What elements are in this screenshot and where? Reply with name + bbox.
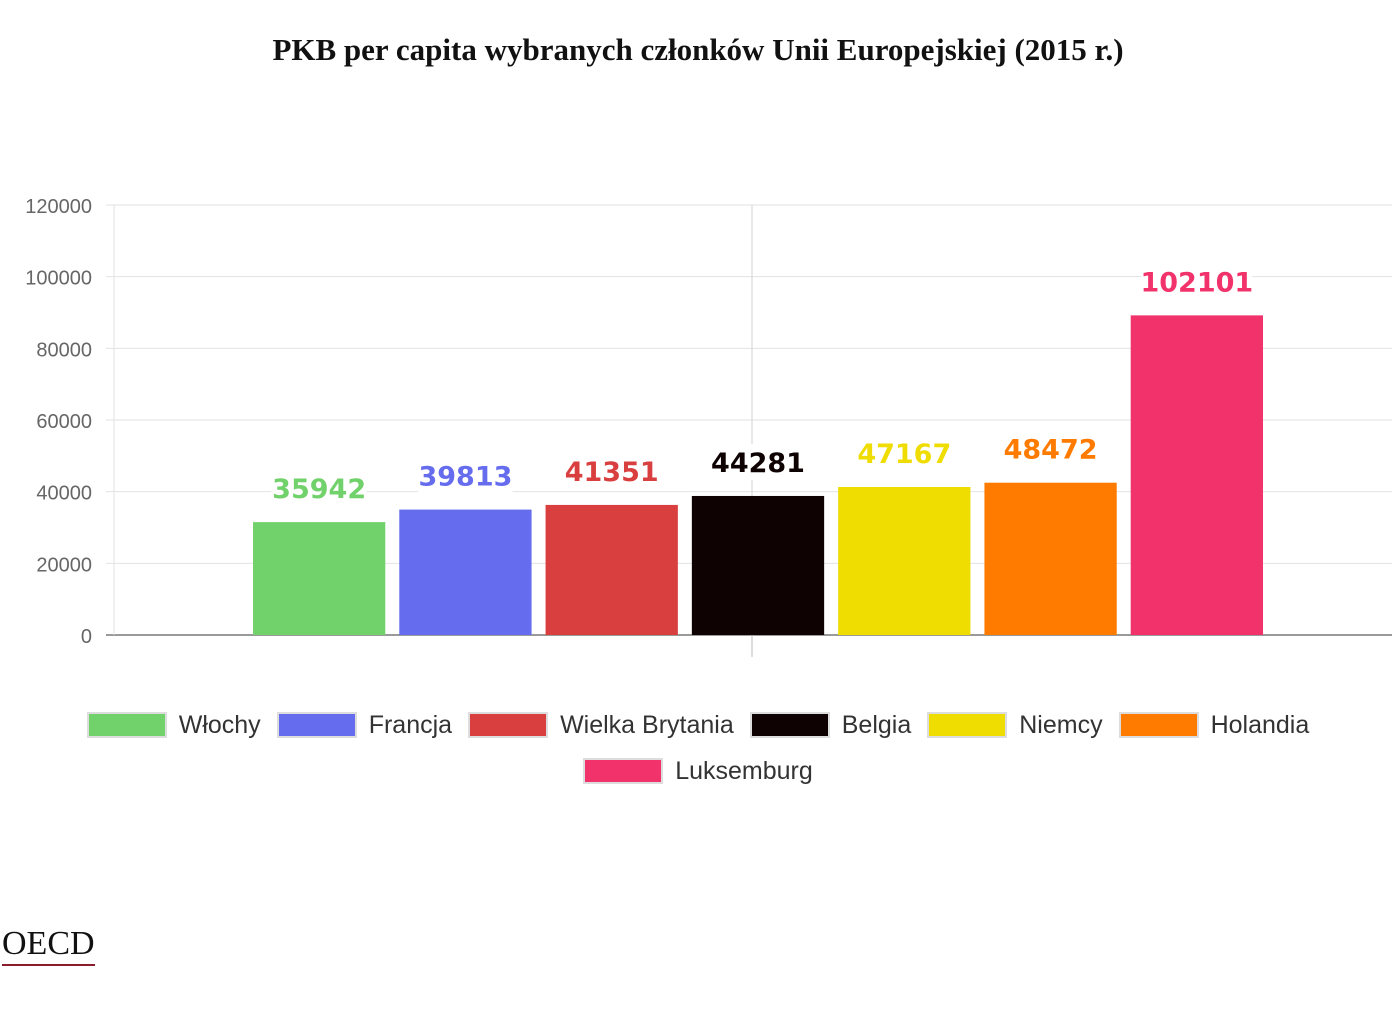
chart-bars (253, 315, 1263, 635)
data-labels: 35942 39813 41351 44281 47167 48472 102101 (271, 263, 1253, 507)
legend-item-wielka-brytania[interactable]: Wielka Brytania (468, 711, 734, 740)
legend-item-luksemburg[interactable]: Luksemburg (583, 757, 813, 786)
legend-label: Francja (368, 710, 453, 739)
data-label: 39813 (418, 462, 512, 493)
data-label: 35942 (272, 474, 366, 505)
legend-row: Luksemburg (0, 748, 1396, 794)
data-label-background (417, 457, 514, 494)
bar-belgia (691, 495, 825, 635)
y-tick-label: 20000 (36, 554, 92, 576)
legend-swatch (749, 712, 830, 738)
legend-swatch (1118, 712, 1199, 738)
legend-swatch (468, 712, 549, 738)
y-tick-label: 100000 (25, 268, 92, 290)
legend-item-francja[interactable]: Francja (276, 710, 453, 740)
legend-label: Luksemburg (675, 756, 813, 785)
data-label-background (1141, 263, 1253, 300)
bar-francja (399, 509, 532, 635)
legend-label: Niemcy (1019, 710, 1103, 739)
legend-item-niemcy[interactable]: Niemcy (927, 710, 1103, 740)
legend-label: Belgia (841, 710, 912, 739)
bar-włochy (253, 522, 386, 635)
data-label: 102101 (1140, 267, 1253, 298)
data-label-background (856, 435, 953, 472)
data-label-background (271, 470, 367, 507)
bar-holandia (984, 482, 1117, 635)
data-label: 44281 (711, 448, 805, 479)
source-label: OECD (2, 924, 95, 966)
data-label-background (1002, 430, 1099, 467)
y-tick-label: 120000 (25, 196, 92, 218)
y-tick-label: 40000 (36, 483, 92, 505)
y-tick-label: 0 (81, 626, 92, 648)
legend-item-belgia[interactable]: Belgia (749, 710, 912, 740)
data-label: 48472 (1004, 435, 1098, 466)
legend-swatch (276, 712, 357, 738)
legend-item-holandia[interactable]: Holandia (1118, 710, 1310, 740)
bar-wielka-brytania (545, 504, 678, 635)
legend-label: Włochy (178, 710, 261, 739)
bar-niemcy (838, 487, 971, 635)
legend-swatch (927, 712, 1008, 738)
legend-swatch (86, 712, 167, 738)
chart-legend: Włochy Francja Wielka Brytania Belgia Niemcy… (0, 702, 1396, 794)
chart-title: PKB per capita wybranych członków Unii E… (272, 32, 1124, 67)
legend-row: Włochy Francja Wielka Brytania Belgia Niemcy… (0, 702, 1396, 748)
data-label-background (710, 443, 806, 480)
data-label: 47167 (857, 439, 951, 470)
legend-label: Wielka Brytania (560, 710, 734, 739)
data-label-background (563, 452, 660, 489)
legend-item-włochy[interactable]: Włochy (86, 710, 261, 740)
y-axis: 0 20000 40000 60000 80000 100000 120000 (25, 196, 92, 648)
y-tick-label: 60000 (36, 411, 92, 433)
data-label: 41351 (565, 457, 659, 488)
legend-swatch (583, 758, 664, 784)
y-tick-label: 80000 (36, 339, 92, 361)
legend-label: Holandia (1210, 710, 1310, 739)
bar-luksemburg (1130, 315, 1263, 635)
